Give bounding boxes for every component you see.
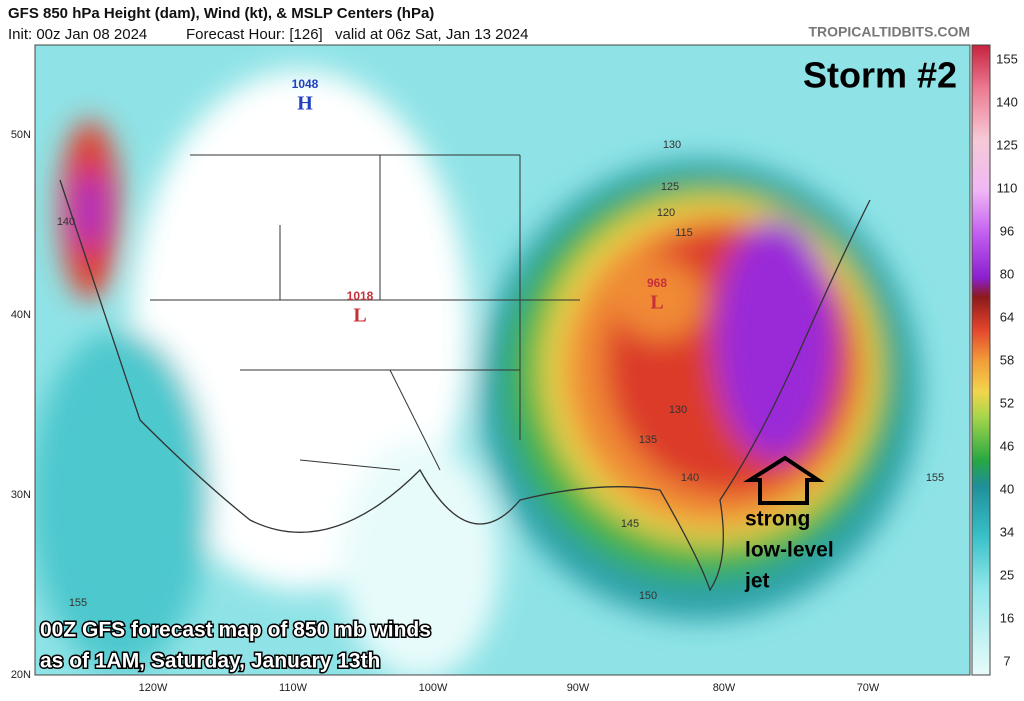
pressure-symbol: L (650, 292, 663, 314)
contour-label: 145 (621, 518, 639, 530)
latitude-label: 30N (11, 489, 31, 501)
pressure-value: 1048 (292, 77, 319, 91)
contour-label: 135 (639, 434, 657, 446)
valid-time: valid at 06z Sat, Jan 13 2024 (335, 26, 528, 43)
contour-label: 140 (57, 216, 75, 228)
longitude-label: 90W (567, 682, 590, 694)
map (35, 45, 970, 675)
contour-label: 130 (663, 139, 681, 151)
contour-label: 140 (681, 472, 699, 484)
jet-annotation: strong (745, 508, 810, 531)
contour-label: 150 (639, 590, 657, 602)
caption: 00Z GFS forecast map of 850 mb winds (40, 619, 431, 642)
arrow (743, 455, 825, 505)
forecast-hour: Forecast Hour: [126] (186, 26, 323, 43)
caption: as of 1AM, Saturday, January 13th (40, 650, 380, 673)
contour-label: 155 (926, 472, 944, 484)
contour-label: 125 (661, 181, 679, 193)
latitude-label: 20N (11, 669, 31, 681)
longitude-label: 100W (419, 682, 448, 694)
pressure-symbol: L (353, 305, 366, 327)
colorbar-label: 125 (996, 137, 1018, 152)
colorbar (971, 44, 991, 676)
longitude-label: 110W (279, 682, 308, 694)
title: GFS 850 hPa Height (dam), Wind (kt), & M… (8, 5, 434, 22)
colorbar-label: 155 (996, 51, 1018, 66)
longitude-label: 70W (857, 682, 880, 694)
map-frame (34, 44, 971, 676)
contour-label: 155 (69, 597, 87, 609)
colorbar-label: 34 (1000, 524, 1014, 539)
colorbar-label: 96 (1000, 223, 1014, 238)
colorbar-label: 16 (1000, 610, 1014, 625)
latitude-label: 40N (11, 309, 31, 321)
longitude-label: 80W (713, 682, 736, 694)
colorbar-label: 140 (996, 94, 1018, 109)
colorbar-label: 40 (1000, 481, 1014, 496)
contour-label: 115 (675, 227, 693, 239)
pressure-symbol: H (297, 93, 313, 115)
storm-label: Storm #2 (803, 55, 957, 96)
colorbar-label: 46 (1000, 438, 1014, 453)
colorbar-label: 52 (1000, 395, 1014, 410)
init: Init: 00z Jan 08 2024 (8, 26, 147, 43)
colorbar-label: 58 (1000, 352, 1014, 367)
jet-annotation: jet (744, 570, 770, 593)
colorbar-label: 25 (1000, 567, 1014, 582)
colorbar-label: 110 (997, 180, 1018, 195)
contour-label: 120 (657, 207, 675, 219)
colorbar-label: 64 (1000, 309, 1014, 324)
pressure-value: 968 (647, 276, 667, 290)
colorbar-label: 80 (1000, 266, 1014, 281)
source: TROPICALTIDBITS.COM (808, 24, 970, 40)
colorbar-label: 7 (1003, 653, 1010, 668)
latitude-label: 50N (11, 129, 31, 141)
pressure-value: 1018 (347, 289, 374, 303)
jet-annotation: low-level (745, 539, 834, 562)
longitude-label: 120W (139, 682, 168, 694)
contour-label: 130 (669, 404, 687, 416)
